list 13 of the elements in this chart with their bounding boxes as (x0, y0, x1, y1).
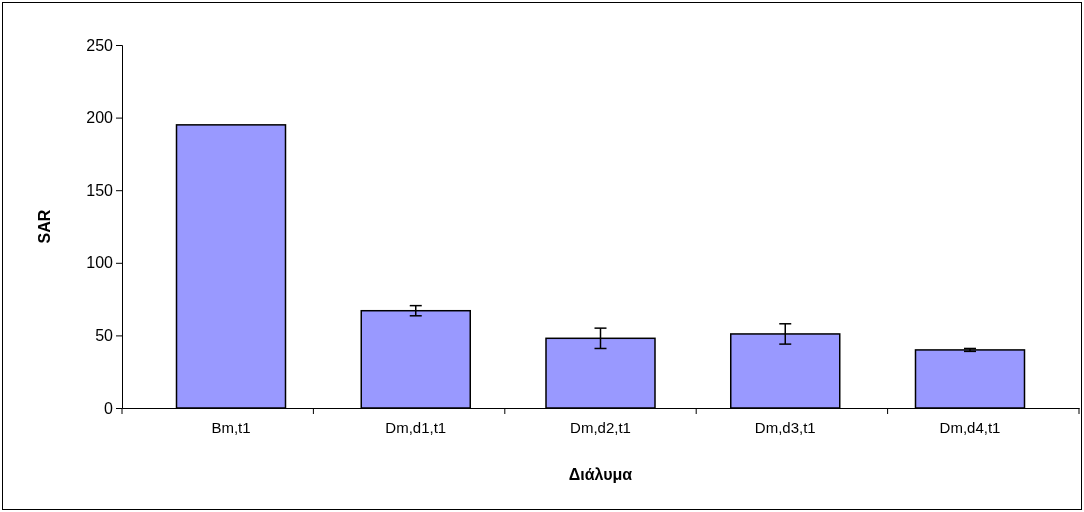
x-tick-label: Dm,d2,t1 (570, 418, 631, 436)
y-tick-label: 100 (86, 254, 114, 272)
x-tick-label: Dm,d4,t1 (939, 418, 1001, 436)
y-tick-label: 250 (86, 36, 114, 54)
y-tick-label: 0 (104, 399, 114, 417)
y-tick-label: 150 (86, 181, 114, 199)
x-axis-title: Διάλυμα (568, 466, 633, 483)
y-tick-label: 50 (95, 327, 114, 345)
x-tick-label: Bm,t1 (211, 418, 251, 436)
y-tick-label: 200 (86, 109, 114, 127)
x-tick-label: Dm,d3,t1 (754, 418, 816, 436)
y-axis-title: SAR (36, 209, 53, 244)
x-tick-label: Dm,d1,t1 (385, 418, 447, 436)
